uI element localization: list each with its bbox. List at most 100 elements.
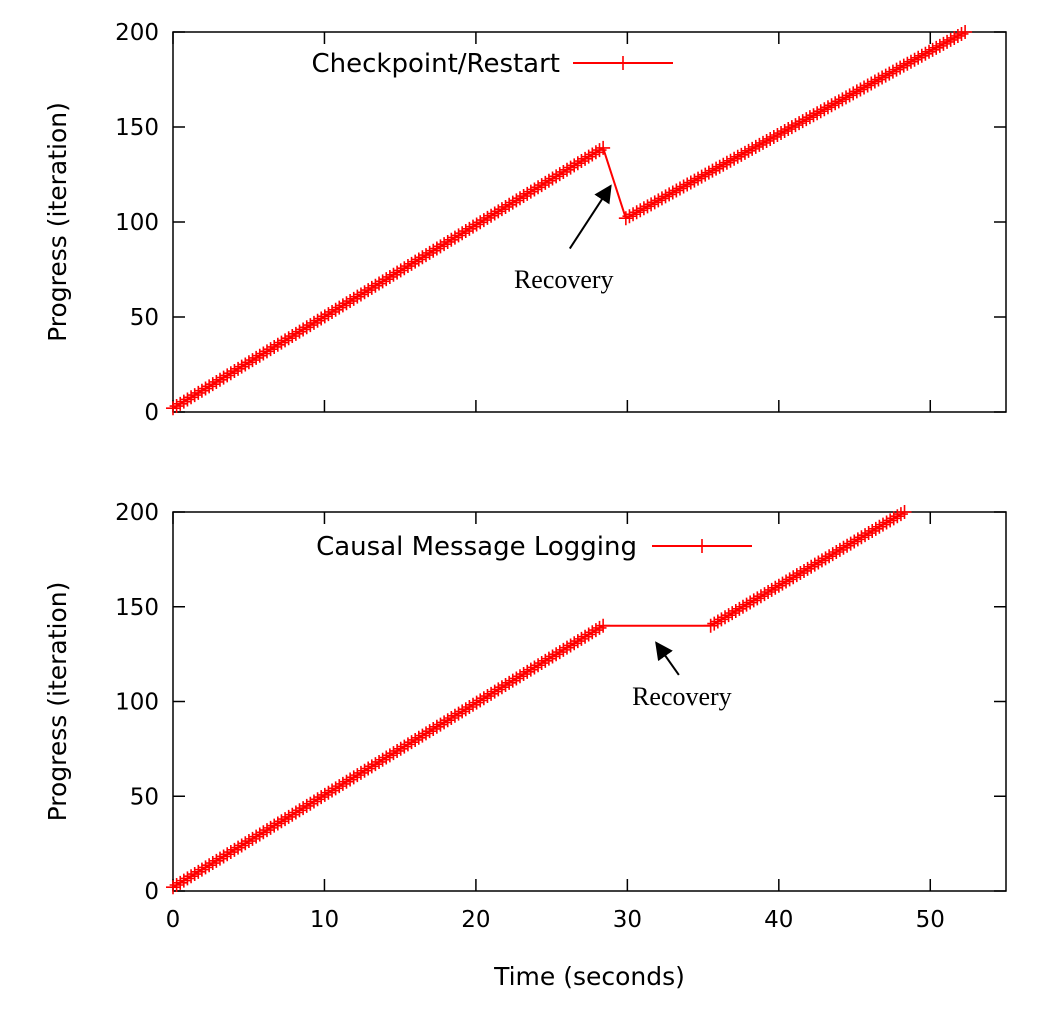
data-point-marker: [335, 776, 350, 791]
data-point-marker: [828, 96, 843, 111]
data-point-marker: [662, 187, 677, 202]
data-point-marker: [310, 313, 325, 328]
data-point-marker: [516, 189, 531, 204]
data-point-marker: [556, 164, 571, 179]
data-point-marker: [281, 331, 296, 346]
data-point-marker: [357, 763, 372, 778]
data-point-marker: [788, 118, 803, 133]
data-point-marker: [520, 664, 535, 679]
data-point-marker: [714, 612, 729, 627]
data-point-marker: [343, 772, 358, 787]
data-point-marker: [288, 805, 303, 820]
data-point-marker: [361, 283, 376, 298]
x-tick-label: 50: [916, 907, 945, 933]
data-point-marker: [306, 315, 321, 330]
data-point-marker: [393, 263, 408, 278]
data-point-marker: [864, 76, 879, 91]
data-point-marker: [357, 285, 372, 300]
data-point-marker: [854, 530, 869, 545]
data-point-marker: [581, 627, 596, 642]
data-point-marker: [578, 629, 593, 644]
data-point-marker: [505, 195, 520, 210]
data-point-marker: [958, 25, 973, 39]
data-point-marker: [469, 695, 484, 710]
data-point-marker: [825, 547, 840, 562]
y-tick-label: 100: [115, 690, 159, 716]
data-point-marker: [440, 234, 455, 249]
data-point-marker: [559, 640, 574, 655]
data-point-marker: [353, 765, 368, 780]
data-point-marker: [810, 106, 825, 121]
data-point-marker: [592, 620, 607, 635]
data-point-marker: [629, 205, 644, 220]
data-point-marker: [757, 587, 772, 602]
data-point-marker: [585, 625, 600, 640]
y-tick-label: 200: [115, 20, 159, 46]
data-point-marker: [180, 392, 195, 407]
data-point-marker: [234, 838, 249, 853]
x-axis-title: Time (seconds): [493, 962, 685, 991]
data-point-marker: [694, 169, 709, 184]
data-point-marker: [651, 193, 666, 208]
data-point-marker: [707, 616, 722, 631]
data-point-marker: [285, 807, 300, 822]
data-point-marker: [633, 203, 648, 218]
data-point-marker: [846, 86, 861, 101]
data-point-marker: [184, 869, 199, 884]
data-point-marker: [802, 110, 817, 125]
data-point-marker: [878, 68, 893, 83]
data-point-marker: [212, 851, 227, 866]
data-point-marker: [408, 254, 423, 269]
data-point-marker: [194, 862, 209, 877]
data-point-marker: [746, 593, 761, 608]
data-point-marker: [487, 684, 502, 699]
data-point-marker: [596, 618, 611, 633]
data-point-marker: [691, 171, 706, 186]
data-point-marker: [549, 647, 564, 662]
data-point-marker: [281, 809, 296, 824]
data-point-marker: [285, 329, 300, 344]
data-point-marker: [220, 847, 235, 862]
data-point-marker: [531, 180, 546, 195]
data-point-marker: [491, 682, 506, 697]
data-point-marker: [753, 589, 768, 604]
data-point-marker: [730, 149, 745, 164]
data-point-marker: [552, 645, 567, 660]
data-point-marker: [299, 798, 314, 813]
data-point-marker: [202, 858, 217, 873]
data-point-marker: [918, 46, 933, 61]
legend-label: Checkpoint/Restart: [312, 49, 561, 79]
data-point-marker: [752, 137, 767, 152]
data-point-marker: [789, 568, 804, 583]
data-point-marker: [763, 131, 778, 146]
data-point-marker: [658, 189, 673, 204]
data-point-marker: [822, 549, 837, 564]
data-point-marker: [429, 241, 444, 256]
data-point-marker: [198, 860, 213, 875]
data-point-marker: [784, 120, 799, 135]
data-point-marker: [541, 173, 556, 188]
data-point-marker: [509, 193, 524, 208]
data-point-marker: [835, 92, 850, 107]
data-point-marker: [865, 523, 880, 538]
data-point-marker: [743, 595, 758, 610]
data-point-marker: [386, 746, 401, 761]
data-point-marker: [306, 794, 321, 809]
data-point-marker: [718, 610, 733, 625]
data-point-marker: [451, 228, 466, 243]
data-point-marker: [728, 603, 743, 618]
data-point-marker: [194, 383, 209, 398]
data-point-marker: [433, 717, 448, 732]
data-point-marker: [176, 394, 191, 409]
data-point-marker: [523, 184, 538, 199]
data-point-marker: [433, 239, 448, 254]
data-point-marker: [335, 298, 350, 313]
data-point-marker: [169, 399, 184, 414]
data-point-marker: [241, 834, 256, 849]
data-point-marker: [166, 880, 180, 895]
data-point-marker: [346, 291, 361, 306]
data-point-marker: [288, 326, 303, 341]
y-axis-title: Progress (iteration): [43, 582, 72, 822]
data-point-marker: [216, 849, 231, 864]
data-point-marker: [861, 526, 876, 541]
